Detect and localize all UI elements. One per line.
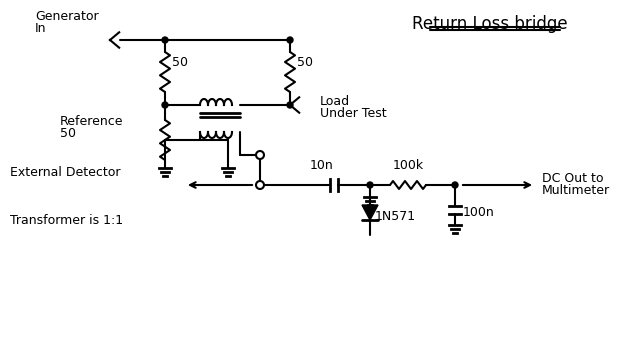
Circle shape xyxy=(287,37,293,43)
Text: In: In xyxy=(35,22,47,35)
Text: 100n: 100n xyxy=(463,205,495,218)
Text: Generator: Generator xyxy=(35,10,99,23)
Text: External Detector: External Detector xyxy=(10,166,120,178)
Text: 100k: 100k xyxy=(392,159,424,172)
Text: 50: 50 xyxy=(172,56,188,70)
Text: Return Loss bridge: Return Loss bridge xyxy=(412,15,568,33)
Circle shape xyxy=(162,102,168,108)
Text: Multimeter: Multimeter xyxy=(542,183,610,196)
Text: 50: 50 xyxy=(297,56,313,70)
Text: Reference: Reference xyxy=(60,115,124,128)
Circle shape xyxy=(287,102,293,108)
Polygon shape xyxy=(362,205,378,220)
Text: DC Out to: DC Out to xyxy=(542,172,604,184)
Text: Transformer is 1:1: Transformer is 1:1 xyxy=(10,214,123,226)
Circle shape xyxy=(367,182,373,188)
Circle shape xyxy=(162,37,168,43)
Circle shape xyxy=(256,181,264,189)
Circle shape xyxy=(452,182,458,188)
Text: Load: Load xyxy=(320,95,350,108)
Circle shape xyxy=(256,151,264,159)
Text: 50: 50 xyxy=(60,127,76,140)
Text: 1N571: 1N571 xyxy=(375,210,416,224)
Text: 10n: 10n xyxy=(310,159,334,172)
Text: Under Test: Under Test xyxy=(320,107,387,120)
